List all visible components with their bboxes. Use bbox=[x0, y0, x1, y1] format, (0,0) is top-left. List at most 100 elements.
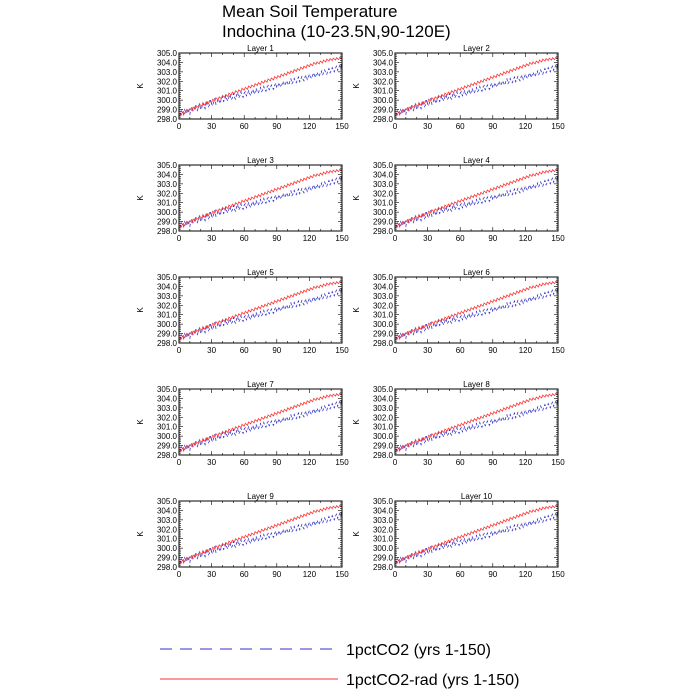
series-line-1pctco2-rad bbox=[179, 392, 343, 452]
figure-title-line1: Mean Soil Temperature bbox=[222, 2, 397, 21]
y-tick-label: 298.0 bbox=[157, 115, 178, 124]
x-tick-label: 30 bbox=[423, 570, 432, 579]
panel-title: Layer 2 bbox=[463, 44, 490, 53]
x-tick-label: 150 bbox=[551, 458, 565, 467]
panel-1: Layer 1K298.0299.0300.0301.0302.0303.030… bbox=[136, 44, 349, 131]
x-tick-label: 150 bbox=[551, 570, 565, 579]
x-tick-label: 120 bbox=[303, 570, 317, 579]
y-tick-label: 301.0 bbox=[373, 87, 394, 96]
x-tick-label: 90 bbox=[272, 234, 281, 243]
series-line-1pctco2 bbox=[179, 174, 343, 229]
series-line-1pctco2 bbox=[395, 398, 559, 453]
y-tick-label: 305.0 bbox=[373, 497, 394, 506]
x-tick-label: 90 bbox=[272, 570, 281, 579]
y-tick-label: 304.0 bbox=[373, 394, 394, 403]
y-tick-label: 305.0 bbox=[373, 49, 394, 58]
plot-frame bbox=[394, 52, 559, 120]
panel-title: Layer 10 bbox=[461, 492, 493, 501]
panel-title: Layer 6 bbox=[463, 268, 490, 277]
x-tick-label: 30 bbox=[423, 458, 432, 467]
y-tick-label: 299.0 bbox=[373, 442, 394, 451]
y-axis-label: K bbox=[352, 195, 361, 201]
y-tick-label: 298.0 bbox=[157, 227, 178, 236]
y-tick-label: 305.0 bbox=[373, 161, 394, 170]
legend-label-1pctco2-rad: 1pctCO2-rad (yrs 1-150) bbox=[346, 672, 519, 689]
y-tick-label: 301.0 bbox=[373, 535, 394, 544]
x-tick-label: 150 bbox=[551, 122, 565, 131]
x-tick-label: 0 bbox=[177, 458, 182, 467]
series-line-1pctco2 bbox=[179, 62, 343, 117]
y-tick-label: 300.0 bbox=[157, 208, 178, 217]
x-tick-label: 90 bbox=[488, 234, 497, 243]
panel-6: Layer 6K298.0299.0300.0301.0302.0303.030… bbox=[352, 268, 565, 355]
panel-10: Layer 10K298.0299.0300.0301.0302.0303.03… bbox=[352, 492, 565, 579]
y-tick-label: 302.0 bbox=[157, 77, 178, 86]
series-line-1pctco2 bbox=[395, 174, 559, 229]
x-tick-label: 60 bbox=[240, 346, 249, 355]
series-line-1pctco2 bbox=[395, 62, 559, 117]
panels-grid: Layer 1K298.0299.0300.0301.0302.0303.030… bbox=[136, 44, 565, 579]
panel-5: Layer 5K298.0299.0300.0301.0302.0303.030… bbox=[136, 268, 349, 355]
y-tick-label: 303.0 bbox=[157, 68, 178, 77]
series-line-1pctco2-rad bbox=[395, 280, 559, 340]
y-tick-label: 300.0 bbox=[157, 544, 178, 553]
y-axis-label: K bbox=[352, 83, 361, 89]
panel-8: Layer 8K298.0299.0300.0301.0302.0303.030… bbox=[352, 380, 565, 467]
y-tick-label: 303.0 bbox=[157, 292, 178, 301]
y-tick-label: 299.0 bbox=[373, 218, 394, 227]
x-tick-label: 120 bbox=[519, 122, 533, 131]
x-tick-label: 60 bbox=[240, 570, 249, 579]
y-tick-label: 304.0 bbox=[373, 170, 394, 179]
y-tick-label: 303.0 bbox=[157, 516, 178, 525]
x-tick-label: 90 bbox=[272, 346, 281, 355]
y-tick-label: 302.0 bbox=[157, 189, 178, 198]
panel-title: Layer 4 bbox=[463, 156, 490, 165]
panel-title: Layer 7 bbox=[247, 380, 274, 389]
series-line-1pctco2-rad bbox=[179, 504, 343, 564]
y-tick-label: 303.0 bbox=[373, 68, 394, 77]
series-line-1pctco2 bbox=[179, 510, 343, 565]
x-tick-label: 120 bbox=[303, 458, 317, 467]
y-tick-label: 305.0 bbox=[373, 273, 394, 282]
y-axis-label: K bbox=[352, 419, 361, 425]
x-tick-label: 0 bbox=[393, 122, 398, 131]
y-tick-label: 299.0 bbox=[373, 554, 394, 563]
y-tick-label: 303.0 bbox=[373, 180, 394, 189]
y-tick-label: 300.0 bbox=[373, 96, 394, 105]
y-tick-label: 302.0 bbox=[157, 413, 178, 422]
x-tick-label: 120 bbox=[303, 234, 317, 243]
x-tick-label: 0 bbox=[177, 122, 182, 131]
y-tick-label: 303.0 bbox=[157, 404, 178, 413]
y-tick-label: 300.0 bbox=[373, 544, 394, 553]
panel-3: Layer 3K298.0299.0300.0301.0302.0303.030… bbox=[136, 156, 349, 243]
y-tick-label: 304.0 bbox=[157, 170, 178, 179]
x-tick-label: 120 bbox=[519, 458, 533, 467]
series-line-1pctco2-rad bbox=[395, 168, 559, 228]
x-tick-label: 30 bbox=[423, 122, 432, 131]
plot-frame bbox=[178, 52, 343, 120]
x-tick-label: 150 bbox=[551, 346, 565, 355]
y-tick-label: 299.0 bbox=[157, 218, 178, 227]
x-tick-label: 120 bbox=[519, 346, 533, 355]
x-tick-label: 30 bbox=[423, 234, 432, 243]
plot-frame bbox=[178, 500, 343, 568]
y-tick-label: 300.0 bbox=[157, 320, 178, 329]
x-tick-label: 150 bbox=[551, 234, 565, 243]
y-tick-label: 302.0 bbox=[157, 301, 178, 310]
y-tick-label: 302.0 bbox=[373, 525, 394, 534]
x-tick-label: 150 bbox=[335, 346, 349, 355]
figure-title-line2: Indochina (10-23.5N,90-120E) bbox=[222, 22, 451, 41]
panel-9: Layer 9K298.0299.0300.0301.0302.0303.030… bbox=[136, 492, 349, 579]
y-tick-label: 302.0 bbox=[157, 525, 178, 534]
y-tick-label: 303.0 bbox=[373, 516, 394, 525]
x-tick-label: 150 bbox=[335, 122, 349, 131]
y-tick-label: 299.0 bbox=[157, 106, 178, 115]
x-tick-label: 30 bbox=[207, 234, 216, 243]
y-axis-label: K bbox=[136, 419, 145, 425]
x-tick-label: 90 bbox=[488, 122, 497, 131]
legend-label-1pctco2: 1pctCO2 (yrs 1-150) bbox=[346, 642, 491, 659]
y-tick-label: 298.0 bbox=[373, 339, 394, 348]
x-tick-label: 60 bbox=[456, 122, 465, 131]
y-tick-label: 301.0 bbox=[373, 199, 394, 208]
